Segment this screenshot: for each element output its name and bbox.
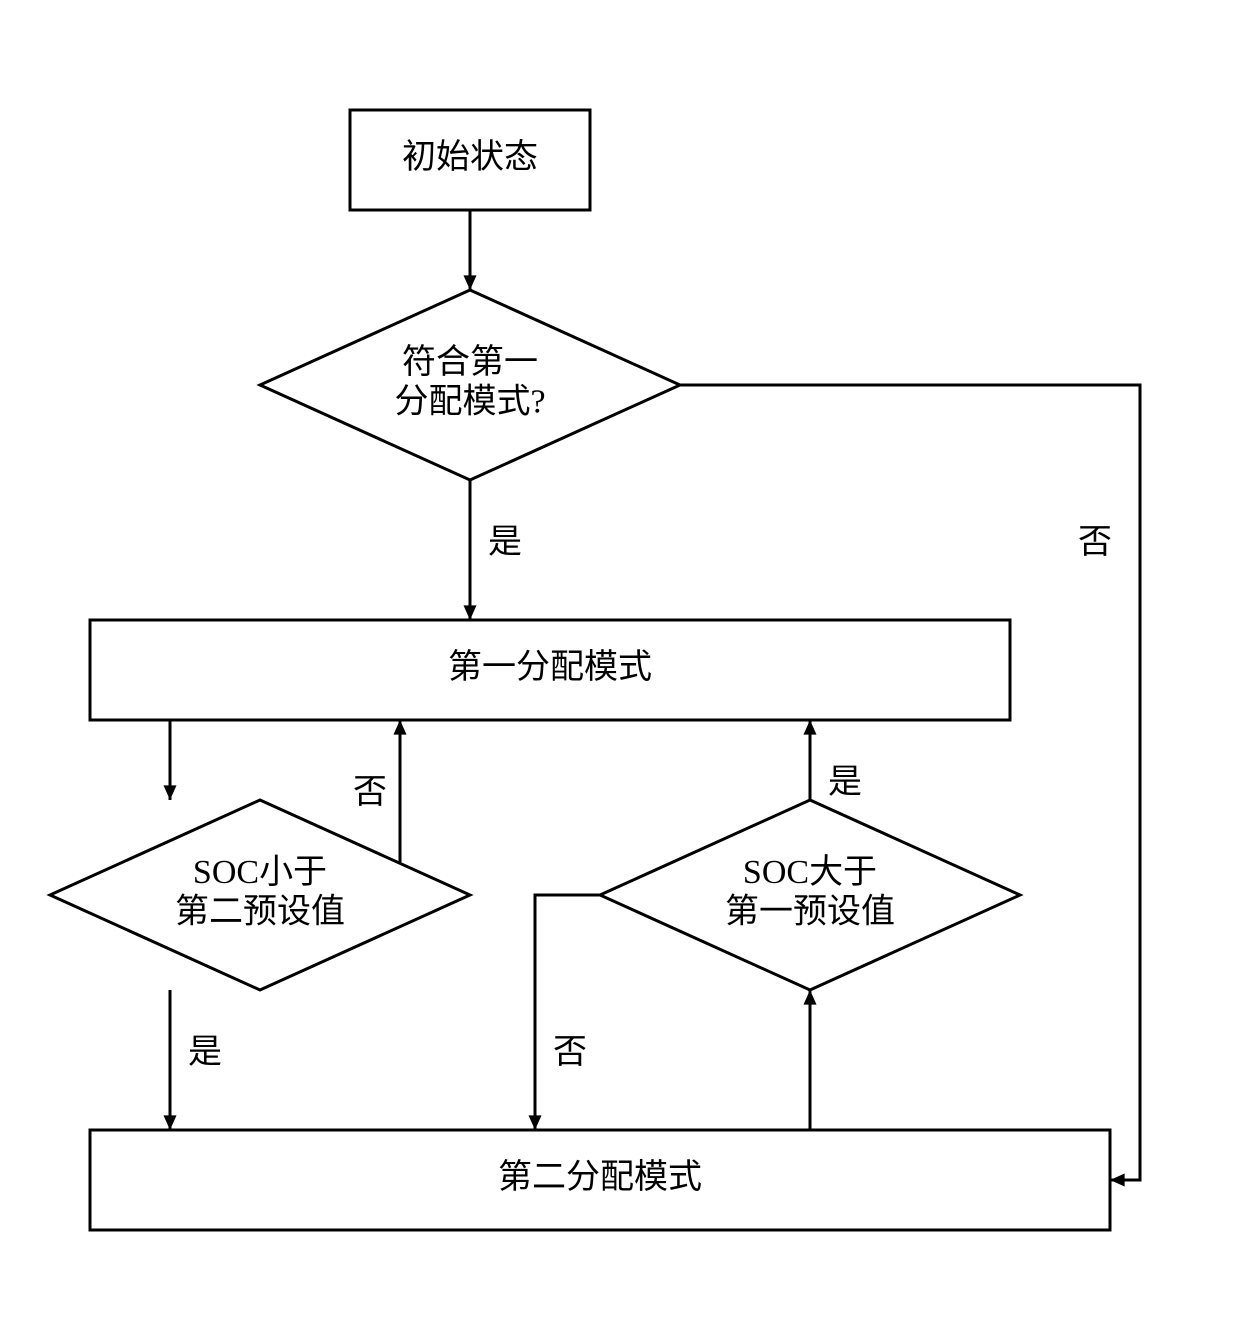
arrowhead (393, 720, 406, 735)
arrowhead (163, 1115, 176, 1130)
edge-e7 (535, 895, 600, 1130)
node-label: 符合第一 (402, 343, 538, 381)
flowchart-canvas: 是否是否是否初始状态符合第一分配模式?第一分配模式SOC小于第二预设值SOC大于… (0, 0, 1240, 1335)
node-d1: 符合第一分配模式? (260, 290, 680, 480)
arrowhead (463, 605, 476, 620)
arrowhead (463, 275, 476, 290)
arrowhead (803, 720, 816, 735)
node-label: 第一预设值 (725, 892, 895, 930)
node-d4: SOC大于第一预设值 (600, 800, 1020, 990)
node-n2: 第一分配模式 (90, 620, 1010, 720)
node-label: 分配模式? (394, 382, 545, 420)
node-label: 第二分配模式 (498, 1158, 702, 1196)
edge-label: 否 (353, 774, 387, 811)
arrowhead (803, 990, 816, 1005)
node-label: 初始状态 (402, 138, 538, 176)
edge-label: 是 (828, 764, 862, 801)
arrowhead (1110, 1173, 1125, 1186)
node-label: 第一分配模式 (448, 648, 652, 686)
edge-label: 否 (553, 1034, 587, 1071)
node-n0: 初始状态 (350, 110, 590, 210)
edge-label: 是 (488, 524, 522, 561)
node-label: 第二预设值 (175, 892, 345, 930)
arrowhead (528, 1115, 541, 1130)
node-label: SOC小于 (193, 854, 327, 891)
edge-label: 否 (1078, 524, 1112, 561)
node-d3: SOC小于第二预设值 (50, 800, 470, 990)
edge-label: 是 (188, 1034, 222, 1071)
node-n5: 第二分配模式 (90, 1130, 1110, 1230)
edge-e2 (680, 385, 1140, 1180)
node-label: SOC大于 (743, 853, 877, 891)
arrowhead (163, 785, 176, 800)
